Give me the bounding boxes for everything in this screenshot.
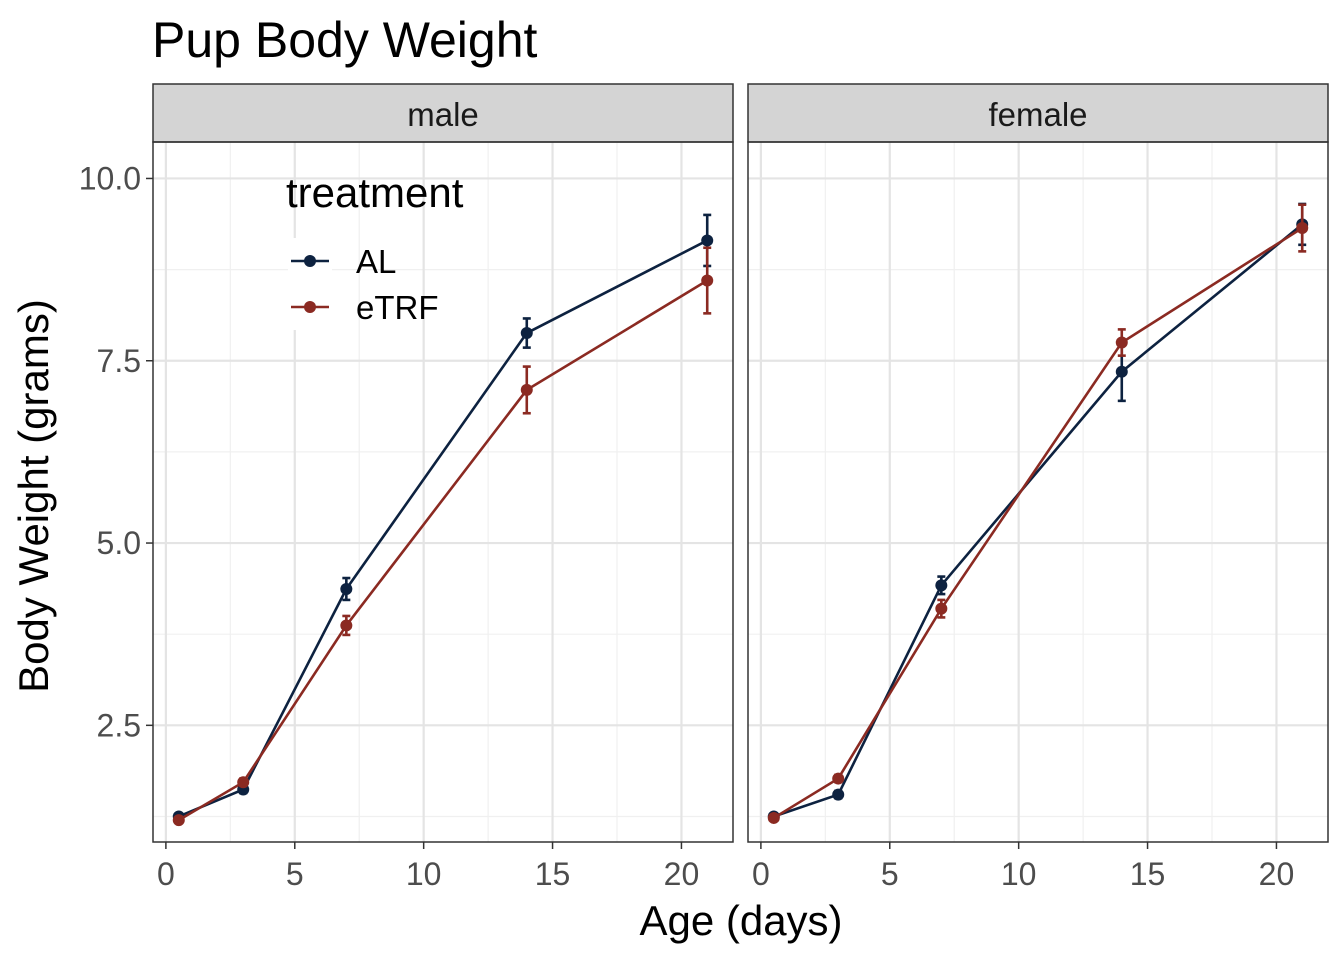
x-tick-label: 5 bbox=[881, 856, 899, 892]
data-point bbox=[340, 619, 353, 632]
legend-key-point-eTRF bbox=[304, 301, 316, 313]
data-point bbox=[701, 234, 714, 247]
series-AL bbox=[172, 213, 714, 823]
panel-background bbox=[153, 142, 733, 842]
series-eTRF bbox=[767, 203, 1309, 824]
chart-title: Pup Body Weight bbox=[152, 12, 538, 68]
x-tick-label: 5 bbox=[286, 856, 304, 892]
x-tick-label: 0 bbox=[752, 856, 770, 892]
legend-label-eTRF: eTRF bbox=[356, 289, 439, 326]
legend-label-AL: AL bbox=[356, 243, 396, 280]
panel-background bbox=[748, 142, 1328, 842]
data-point bbox=[1115, 365, 1128, 378]
strip-background bbox=[747, 83, 1329, 143]
data-point bbox=[520, 327, 533, 340]
data-point bbox=[701, 274, 714, 287]
strip-label-male: male bbox=[407, 96, 479, 133]
x-tick-label: 20 bbox=[664, 856, 700, 892]
data-point bbox=[237, 776, 250, 789]
x-tick-label: 0 bbox=[157, 856, 175, 892]
y-axis-title: Body Weight (grams) bbox=[10, 299, 57, 693]
data-point bbox=[520, 383, 533, 396]
strip-background bbox=[152, 83, 734, 143]
facet-panel-female: female 0 5 10 15 20 bbox=[747, 83, 1329, 892]
x-tick-label: 15 bbox=[1130, 856, 1166, 892]
y-axis: 2.5 5.0 7.5 10.0 bbox=[79, 160, 153, 743]
data-point bbox=[832, 772, 845, 785]
data-point bbox=[935, 602, 948, 615]
data-point bbox=[935, 579, 948, 592]
data-point bbox=[767, 811, 780, 824]
x-axis-title: Age (days) bbox=[639, 897, 842, 944]
x-tick-label: 15 bbox=[535, 856, 571, 892]
panel-border bbox=[747, 141, 1329, 843]
y-tick-label: 2.5 bbox=[97, 707, 141, 743]
strip-label-female: female bbox=[988, 96, 1087, 133]
facet-panels: male 0 5 10 15 20 female 0 5 10 15 20 bbox=[152, 83, 1329, 892]
legend: treatment AL eTRF bbox=[286, 169, 464, 330]
legend-title: treatment bbox=[286, 169, 464, 216]
y-tick-label: 7.5 bbox=[97, 343, 141, 379]
data-point bbox=[172, 814, 185, 827]
data-point bbox=[1115, 336, 1128, 349]
series-eTRF bbox=[172, 246, 714, 827]
data-point bbox=[1296, 222, 1309, 235]
x-tick-label: 10 bbox=[406, 856, 442, 892]
y-tick-label: 5.0 bbox=[97, 525, 141, 561]
y-tick-label: 10.0 bbox=[79, 160, 141, 196]
data-point bbox=[340, 582, 353, 595]
data-point bbox=[832, 788, 845, 801]
panel-border bbox=[152, 141, 734, 843]
legend-key-point-AL bbox=[304, 255, 316, 267]
facet-panel-male: male 0 5 10 15 20 bbox=[152, 83, 734, 892]
x-tick-label: 20 bbox=[1259, 856, 1295, 892]
x-tick-label: 10 bbox=[1001, 856, 1037, 892]
